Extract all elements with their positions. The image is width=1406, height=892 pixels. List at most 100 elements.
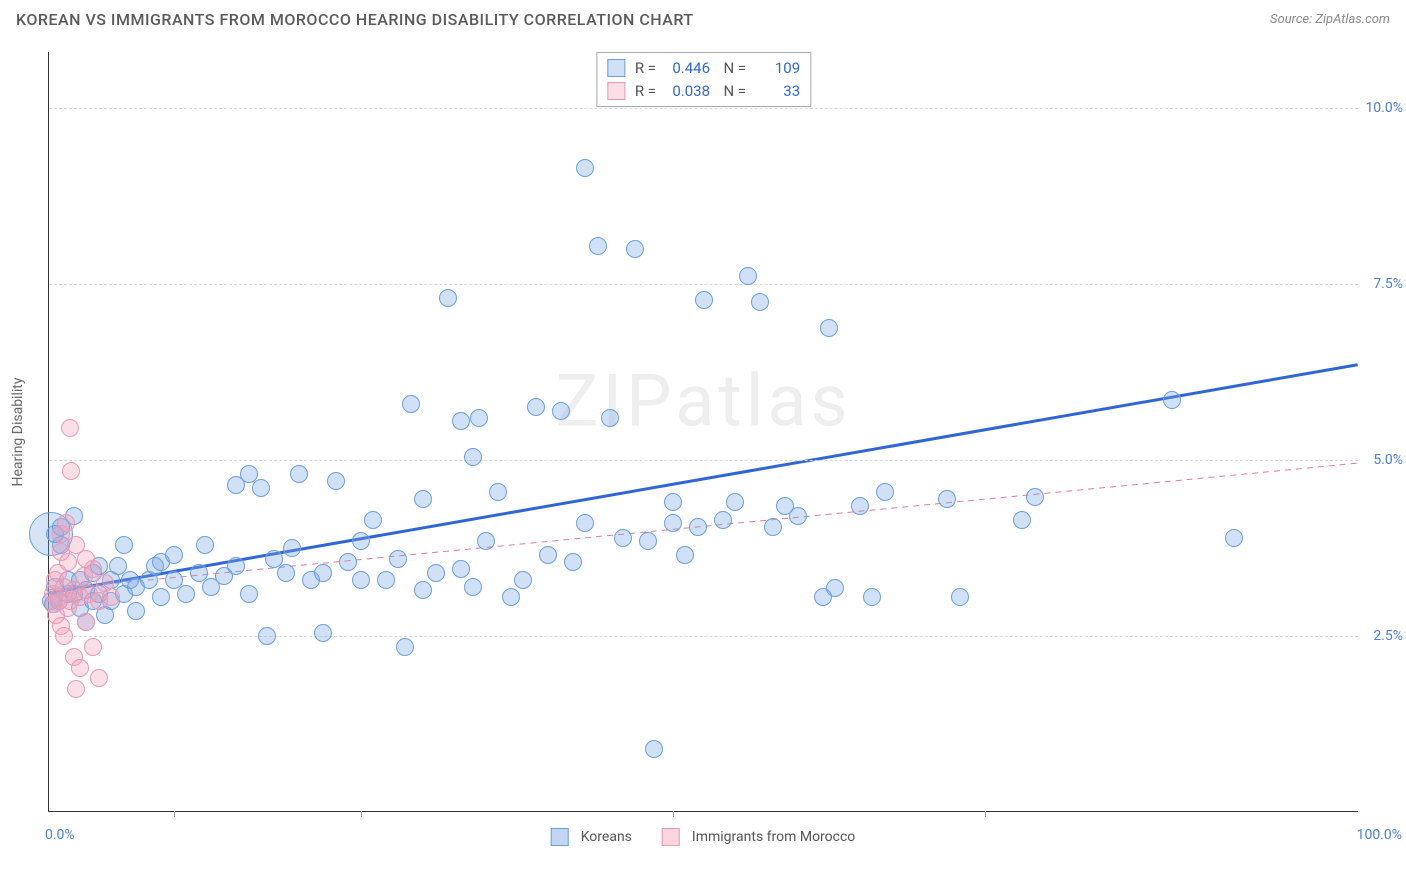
data-point — [576, 514, 594, 532]
data-point — [152, 588, 170, 606]
stats-legend: R = 0.446 N = 109 R = 0.038 N = 33 — [596, 52, 811, 107]
gridline-h — [49, 636, 1358, 637]
plot-region: ZIPatlas R = 0.446 N = 109 R = 0.038 N =… — [48, 52, 1358, 812]
data-point — [377, 571, 395, 589]
data-point — [502, 588, 520, 606]
data-point — [614, 529, 632, 547]
y-tick-label: 2.5% — [1348, 628, 1403, 644]
data-point — [67, 680, 85, 698]
gridline-h — [49, 284, 1358, 285]
data-point — [90, 669, 108, 687]
data-point — [439, 289, 457, 307]
data-point — [177, 585, 195, 603]
stat-r-label: R = — [635, 80, 656, 103]
data-point — [452, 412, 470, 430]
data-point — [645, 740, 663, 758]
data-point — [676, 546, 694, 564]
y-tick-label: 10.0% — [1348, 100, 1403, 116]
data-point — [414, 490, 432, 508]
chart-header: KOREAN VS IMMIGRANTS FROM MOROCCO HEARIN… — [0, 0, 1406, 35]
data-point — [352, 532, 370, 550]
swatch-morocco — [607, 82, 625, 100]
x-tick — [985, 811, 986, 817]
data-point — [764, 518, 782, 536]
data-point — [1013, 511, 1031, 529]
data-point — [527, 398, 545, 416]
data-point — [464, 448, 482, 466]
data-point — [1163, 391, 1181, 409]
data-point — [601, 409, 619, 427]
data-point — [452, 560, 470, 578]
stat-n-morocco: 33 — [752, 80, 800, 103]
data-point — [626, 240, 644, 258]
data-point — [283, 539, 301, 557]
y-axis-label: Hearing Disability — [10, 378, 26, 487]
data-point — [789, 507, 807, 525]
data-point — [739, 267, 757, 285]
legend-swatch — [551, 828, 569, 846]
data-point — [1225, 529, 1243, 547]
data-point — [552, 402, 570, 420]
stat-r-morocco: 0.038 — [662, 80, 710, 103]
data-point — [863, 588, 881, 606]
x-tick — [361, 811, 362, 817]
data-point — [664, 514, 682, 532]
data-point — [240, 585, 258, 603]
data-point — [258, 627, 276, 645]
series-legend: Koreans Immigrants from Morocco — [551, 828, 856, 846]
data-point — [539, 546, 557, 564]
data-point — [127, 602, 145, 620]
chart-area: ZIPatlas R = 0.446 N = 109 R = 0.038 N =… — [48, 52, 1358, 812]
chart-title: KOREAN VS IMMIGRANTS FROM MOROCCO HEARIN… — [16, 10, 694, 29]
data-point — [695, 291, 713, 309]
data-point — [396, 638, 414, 656]
legend-swatch — [662, 828, 680, 846]
data-point — [227, 557, 245, 575]
data-point — [726, 493, 744, 511]
data-point — [514, 571, 532, 589]
data-point — [714, 511, 732, 529]
watermark: ZIPatlas — [555, 359, 851, 444]
data-point — [564, 553, 582, 571]
legend-label: Immigrants from Morocco — [692, 829, 855, 845]
data-point — [664, 493, 682, 511]
data-point — [327, 472, 345, 490]
stat-r-label: R = — [635, 57, 656, 80]
data-point — [751, 293, 769, 311]
data-point — [826, 579, 844, 597]
data-point — [851, 497, 869, 515]
data-point — [165, 546, 183, 564]
data-point — [277, 564, 295, 582]
data-point — [402, 395, 420, 413]
stat-n-koreans: 109 — [752, 57, 800, 80]
data-point — [115, 536, 133, 554]
data-point — [61, 419, 79, 437]
data-point — [252, 479, 270, 497]
data-point — [314, 564, 332, 582]
x-tick-label-min: 0.0% — [45, 827, 75, 843]
data-point — [427, 564, 445, 582]
legend-label: Koreans — [581, 829, 632, 845]
data-point — [938, 490, 956, 508]
data-point — [364, 511, 382, 529]
x-tick — [673, 811, 674, 817]
stats-row-koreans: R = 0.446 N = 109 — [607, 57, 800, 80]
y-tick-label: 7.5% — [1348, 276, 1403, 292]
trend-lines — [49, 52, 1358, 811]
stat-n-label: N = — [716, 80, 746, 103]
data-point — [71, 659, 89, 677]
data-point — [414, 581, 432, 599]
data-point — [102, 588, 120, 606]
data-point — [62, 462, 80, 480]
stat-r-koreans: 0.446 — [662, 57, 710, 80]
data-point — [951, 588, 969, 606]
data-point — [477, 532, 495, 550]
data-point — [389, 550, 407, 568]
gridline-h — [49, 460, 1358, 461]
data-point — [464, 578, 482, 596]
y-tick-label: 5.0% — [1348, 452, 1403, 468]
gridline-h — [49, 108, 1358, 109]
data-point — [290, 465, 308, 483]
data-point — [59, 553, 77, 571]
data-point — [1026, 488, 1044, 506]
